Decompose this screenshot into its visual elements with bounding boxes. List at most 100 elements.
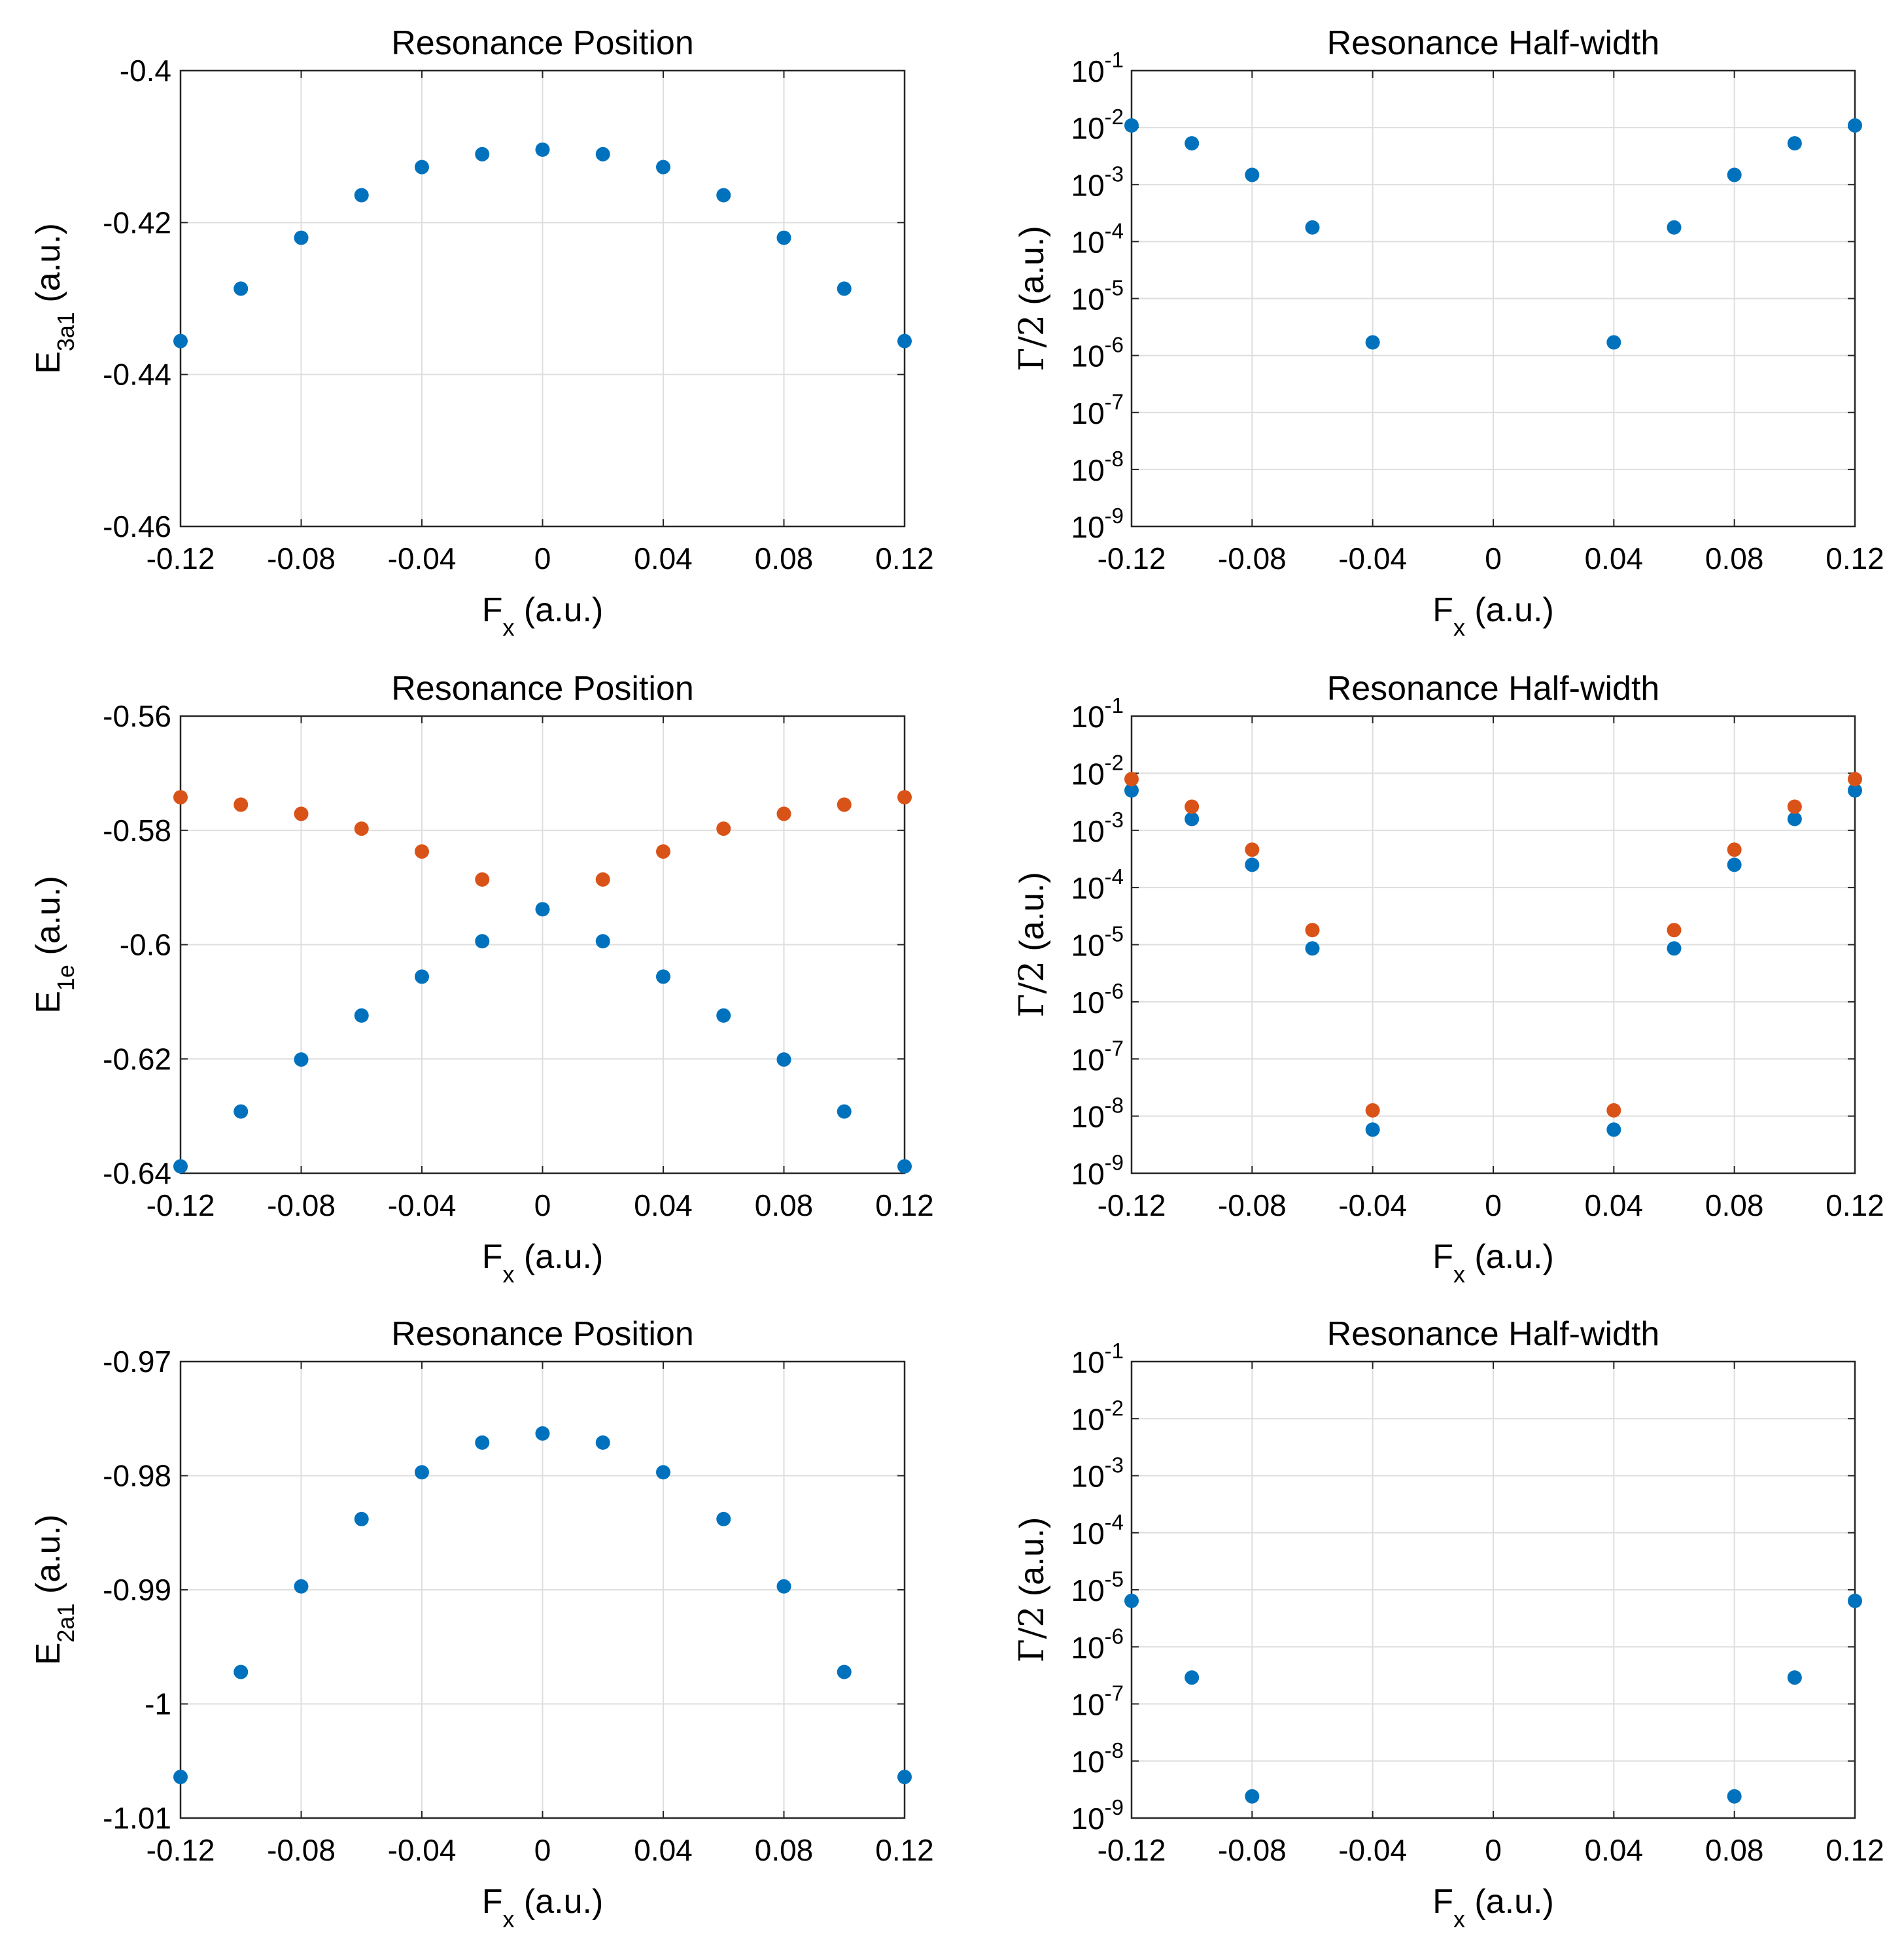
y-tick-label-base: 10 xyxy=(1071,1460,1104,1494)
data-point xyxy=(1185,799,1200,814)
axes-box xyxy=(1130,1360,1856,1819)
y-tick-label-exponent: -1 xyxy=(1105,693,1124,717)
y-tick-label: 10-2 xyxy=(1071,750,1124,791)
data-point xyxy=(1848,783,1862,798)
x-axis-label-units: (a.u.) xyxy=(514,1883,603,1921)
y-tick-label-exponent: -6 xyxy=(1105,979,1124,1003)
y-axis-label-main: Γ/2 xyxy=(1013,315,1052,371)
data-point xyxy=(294,1052,309,1067)
data-point xyxy=(475,934,490,949)
data-point xyxy=(1305,220,1320,235)
data-point xyxy=(1124,118,1139,133)
data-point xyxy=(535,1426,550,1441)
y-tick-label-exponent: -6 xyxy=(1105,1624,1124,1648)
x-tick-label: -0.04 xyxy=(388,1833,457,1867)
y-tick-label-base: 10 xyxy=(1071,283,1104,317)
y-axis-label-main: E xyxy=(29,1643,67,1666)
data-point xyxy=(776,1052,791,1067)
data-point xyxy=(837,1104,852,1119)
data-point xyxy=(776,230,791,245)
x-tick-label: 0.12 xyxy=(875,1833,934,1867)
data-point xyxy=(1245,842,1260,857)
y-axis-label-units: (a.u.) xyxy=(29,1515,67,1604)
y-tick-label: 10-8 xyxy=(1071,1738,1124,1779)
x-tick-label: 0.04 xyxy=(634,1188,693,1222)
data-point xyxy=(1727,167,1742,182)
y-tick-label-base: 10 xyxy=(1071,1745,1104,1779)
data-point xyxy=(1787,136,1802,151)
y-tick-label-base: 10 xyxy=(1071,54,1104,88)
data-point xyxy=(234,1664,249,1679)
data-point xyxy=(1365,335,1380,350)
x-axis-label-main: F xyxy=(1432,591,1453,629)
y-tick-label-base: 10 xyxy=(1071,814,1104,848)
y-tick-label: 10-3 xyxy=(1071,808,1124,848)
data-point xyxy=(173,1770,188,1785)
x-axis-label-units: (a.u.) xyxy=(514,1238,603,1276)
data-point xyxy=(1606,1122,1621,1137)
data-point xyxy=(716,1511,731,1526)
data-point xyxy=(1848,1593,1862,1608)
data-point xyxy=(897,790,912,805)
data-point xyxy=(1245,167,1260,182)
y-tick-label-base: 10 xyxy=(1071,1573,1104,1607)
y-tick-label-exponent: -1 xyxy=(1105,48,1124,72)
x-tick-label: -0.08 xyxy=(1218,1188,1287,1222)
x-tick-label: 0.08 xyxy=(755,1833,814,1867)
y-tick-label: 10-7 xyxy=(1071,1681,1124,1722)
y-tick-label-exponent: -7 xyxy=(1105,1681,1124,1706)
x-tick-label: 0.04 xyxy=(1585,1833,1644,1867)
x-axis-label-main: F xyxy=(1432,1238,1453,1276)
data-point xyxy=(475,872,490,887)
data-point xyxy=(1848,118,1862,133)
y-tick-label: 10-7 xyxy=(1071,1036,1124,1076)
x-tick-label: -0.12 xyxy=(147,541,215,575)
data-point xyxy=(656,1465,670,1480)
x-tick-label: -0.08 xyxy=(267,1833,336,1867)
data-point xyxy=(1667,941,1682,956)
x-axis-label-main: F xyxy=(482,1883,503,1921)
chart-title: Resonance Half-width xyxy=(1327,670,1660,708)
data-point xyxy=(1305,941,1320,956)
data-point xyxy=(1667,923,1682,938)
data-point xyxy=(294,806,309,821)
data-point xyxy=(294,1579,309,1594)
y-tick-label-base: 10 xyxy=(1071,929,1104,963)
data-point xyxy=(1245,1789,1260,1804)
x-axis-label: Fx (a.u.) xyxy=(1432,1238,1554,1288)
chart-panel-4: -0.12 -0.08 -0.04 0 0.04 0.08 0.1210-910-810-7… xyxy=(1013,670,1884,1288)
x-tick-label: -0.08 xyxy=(1218,1833,1287,1867)
data-point xyxy=(1185,1670,1200,1685)
y-tick-label: 10-6 xyxy=(1071,979,1124,1020)
y-axis-label: Γ/2 (a.u.) xyxy=(1013,1517,1052,1663)
y-tick-label: -0.56 xyxy=(103,699,171,733)
x-tick-label: -0.12 xyxy=(147,1833,215,1867)
y-tick-label: -0.46 xyxy=(103,509,171,543)
y-tick-label: 10-4 xyxy=(1071,218,1124,259)
y-tick-label-exponent: -1 xyxy=(1105,1339,1124,1363)
y-tick-label: -0.42 xyxy=(103,205,171,239)
x-axis-label-units: (a.u.) xyxy=(1465,1883,1554,1921)
y-tick-label: -0.97 xyxy=(103,1345,171,1379)
chart-title: Resonance Position xyxy=(391,24,694,62)
x-tick-label: 0.12 xyxy=(1826,541,1884,575)
data-point xyxy=(897,1159,912,1174)
data-point xyxy=(354,821,369,836)
data-point xyxy=(1606,1103,1621,1118)
data-point xyxy=(1727,1789,1742,1804)
y-axis-label-main: E xyxy=(29,991,67,1014)
y-axis-label-sub: 1e xyxy=(52,965,79,991)
x-tick-label: 0 xyxy=(1485,1188,1502,1222)
y-axis-label-units: (a.u.) xyxy=(29,876,67,965)
y-tick-label-exponent: -3 xyxy=(1105,808,1124,832)
x-tick-label: -0.12 xyxy=(1098,1188,1166,1222)
chart-panel-5: -0.12 -0.08 -0.04 0 0.04 0.08 0.12 -1.01 -1 -0.99… xyxy=(29,1315,934,1932)
x-axis-label-units: (a.u.) xyxy=(514,591,603,629)
data-point xyxy=(535,142,550,157)
x-tick-label: -0.04 xyxy=(388,1188,457,1222)
data-point xyxy=(535,902,550,917)
data-point xyxy=(1185,812,1200,827)
x-axis-label-sub: x xyxy=(502,1261,514,1288)
y-tick-label: 10-8 xyxy=(1071,1093,1124,1134)
y-tick-label: 10-8 xyxy=(1071,447,1124,487)
